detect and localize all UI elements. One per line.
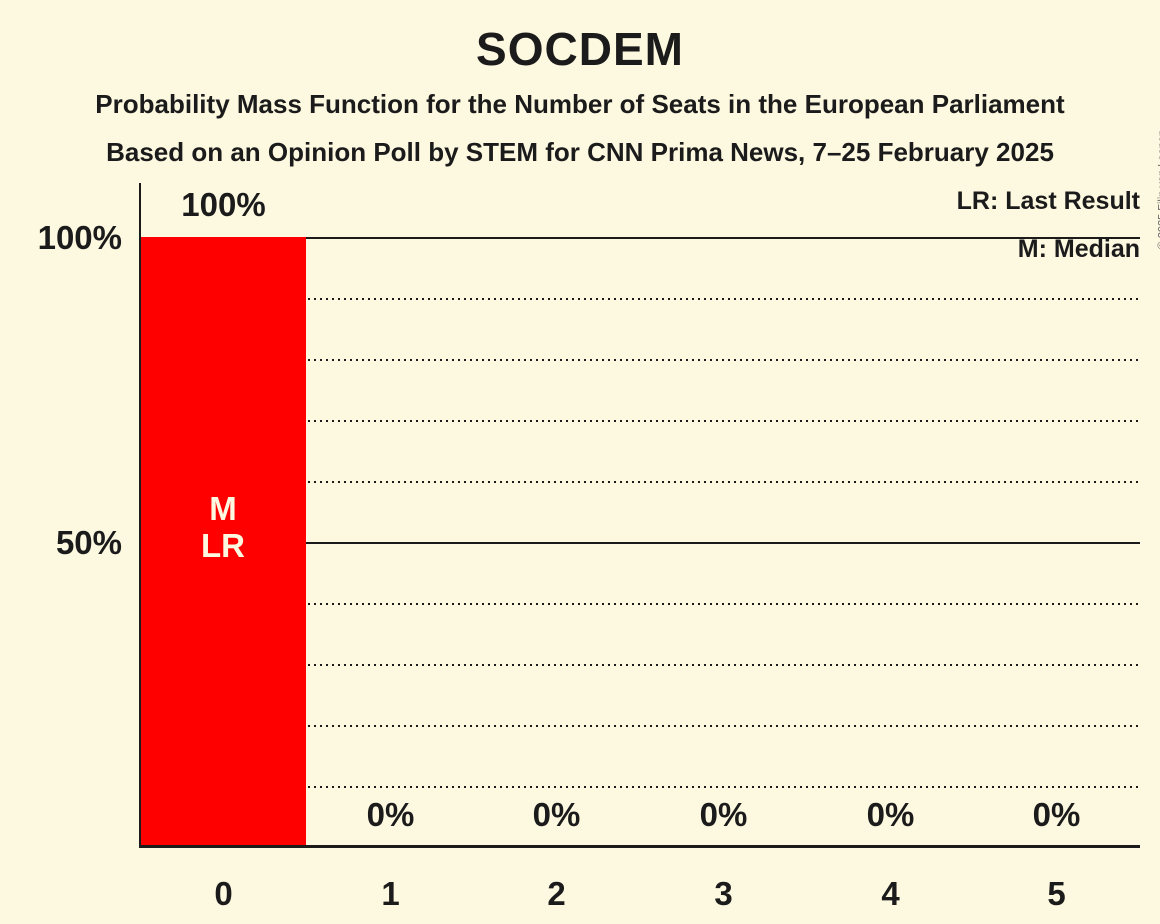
chart-title: SOCDEM — [476, 23, 684, 75]
x-tick-label-3: 3 — [714, 875, 733, 912]
plot-area — [140, 237, 1140, 847]
y-axis-line — [139, 183, 141, 847]
x-tick-label-5: 5 — [1047, 875, 1066, 912]
x-tick-label-4: 4 — [881, 875, 900, 912]
median-marker: M — [209, 490, 237, 527]
value-label-seats-3: 0% — [699, 796, 748, 833]
copyright-notice: © 2025 Filip van Laenen — [1156, 130, 1160, 249]
value-label-seats-4: 0% — [866, 796, 915, 833]
x-tick-label-0: 0 — [214, 875, 233, 912]
bar-annotation-median-lr: M LR — [140, 490, 306, 564]
value-label-seats-5: 0% — [1032, 796, 1081, 833]
gridline-80 — [140, 359, 1140, 361]
x-axis-line — [139, 845, 1140, 848]
last-result-marker: LR — [201, 527, 245, 564]
gridline-30 — [140, 664, 1140, 666]
gridline-50 — [140, 542, 1140, 544]
bar-seats-0 — [141, 237, 306, 847]
y-axis-tick-label-100: 100% — [37, 219, 122, 256]
gridline-70 — [140, 420, 1140, 422]
gridline-90 — [140, 298, 1140, 300]
x-tick-label-2: 2 — [547, 875, 566, 912]
value-label-seats-1: 0% — [366, 796, 415, 833]
value-label-seats-0: 100% — [181, 186, 266, 223]
y-axis-tick-label-50: 50% — [55, 524, 122, 561]
gridline-60 — [140, 481, 1140, 483]
gridline-40 — [140, 603, 1140, 605]
gridline-20 — [140, 725, 1140, 727]
gridline-10 — [140, 786, 1140, 788]
legend-last-result: LR: Last Result — [956, 187, 1140, 215]
x-tick-label-1: 1 — [381, 875, 400, 912]
gridline-100 — [140, 237, 1140, 239]
value-label-seats-2: 0% — [532, 796, 581, 833]
chart-source-line: Based on an Opinion Poll by STEM for CNN… — [106, 137, 1054, 167]
legend-median: M: Median — [1017, 235, 1140, 263]
chart-subtitle: Probability Mass Function for the Number… — [95, 89, 1065, 119]
